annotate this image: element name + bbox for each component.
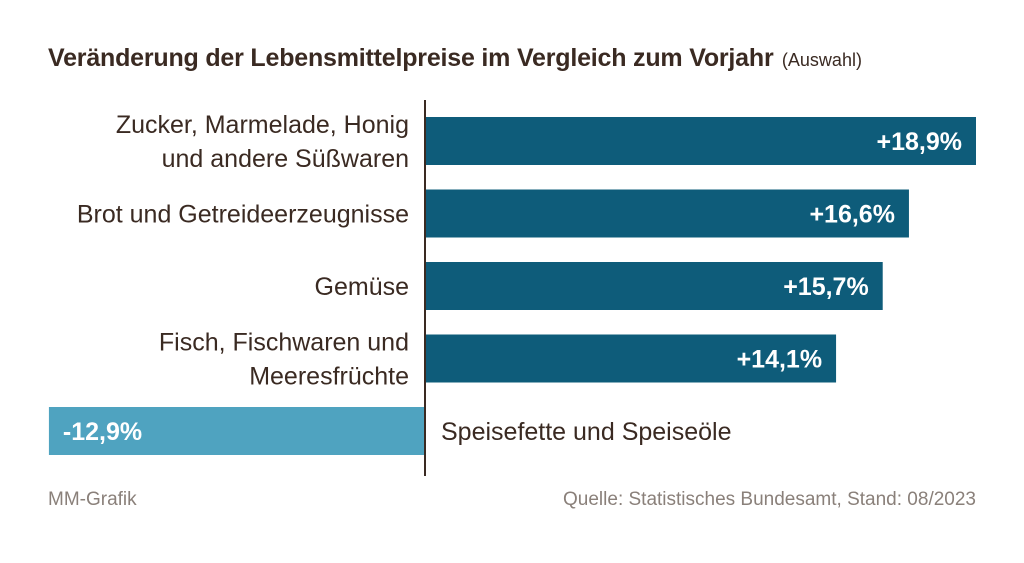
bar xyxy=(48,407,426,455)
bar xyxy=(425,189,909,238)
source-label: Quelle: Statistisches Bundesamt, Stand: … xyxy=(563,489,976,510)
category-label: Zucker, Marmelade, Honig xyxy=(116,111,409,139)
bar xyxy=(425,262,883,310)
credit-label: MM-Grafik xyxy=(48,489,137,510)
value-label: -12,9% xyxy=(63,418,142,446)
category-label: Fisch, Fischwaren und xyxy=(159,329,409,357)
bar xyxy=(425,117,976,165)
chart-title: Veränderung der Lebensmittelpreise im Ve… xyxy=(48,44,774,72)
category-label: Brot und Getreideerzeugnisse xyxy=(77,201,409,229)
chart-title-row: Veränderung der Lebensmittelpreise im Ve… xyxy=(48,44,862,73)
category-label: Meeresfrüchte xyxy=(249,363,409,391)
bar xyxy=(425,334,837,383)
category-label: Gemüse xyxy=(315,273,409,301)
value-label: +14,1% xyxy=(737,346,823,374)
value-label: +15,7% xyxy=(783,273,869,301)
category-label: und andere Süßwaren xyxy=(162,145,409,173)
chart-subtitle: (Auswahl) xyxy=(781,50,862,70)
value-label: +16,6% xyxy=(809,201,895,229)
value-label: +18,9% xyxy=(877,128,963,156)
category-label: Speisefette und Speiseöle xyxy=(441,418,732,446)
